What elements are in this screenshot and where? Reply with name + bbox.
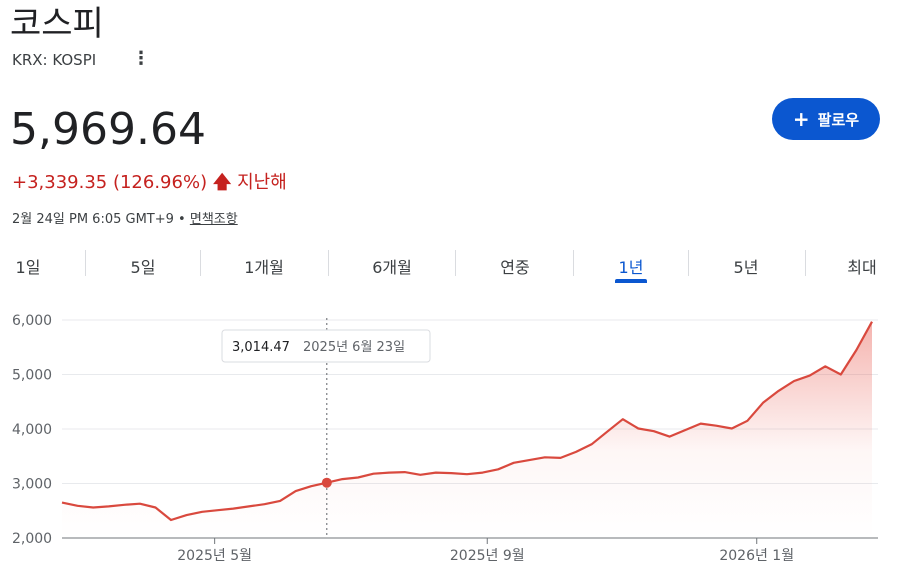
tooltip-value: 3,014.47 bbox=[232, 340, 290, 355]
tab-separator bbox=[573, 250, 574, 276]
y-tick-label: 4,000 bbox=[12, 422, 52, 438]
range-tab[interactable]: 5년 bbox=[733, 258, 759, 277]
tooltip-date: 2025년 6월 23일 bbox=[303, 340, 405, 355]
tab-separator bbox=[455, 250, 456, 276]
x-tick-label: 2025년 5월 bbox=[177, 548, 252, 564]
up-arrow: 🡅 bbox=[212, 172, 232, 193]
hover-point bbox=[321, 477, 332, 488]
timestamp: 2월 24일 PM 6:05 GMT+9 • bbox=[12, 212, 186, 227]
more-menu[interactable]: ⋮ bbox=[132, 48, 150, 69]
tab-separator bbox=[805, 250, 806, 276]
follow-label: 팔로우 bbox=[817, 110, 860, 129]
y-tick-label: 6,000 bbox=[12, 313, 52, 329]
x-tick-label: 2025년 9월 bbox=[450, 548, 525, 564]
timestamp-row: 2월 24일 PM 6:05 GMT+9 • 면책조항 bbox=[12, 208, 238, 227]
change-value: +3,339.35 (126.96%) bbox=[12, 172, 208, 193]
period: 지난해 bbox=[237, 172, 287, 193]
price: 5,969.64 bbox=[10, 104, 206, 155]
area-fill bbox=[62, 321, 872, 538]
plus-icon: + bbox=[792, 107, 810, 131]
tab-separator bbox=[200, 250, 201, 276]
range-tab[interactable]: 1일 bbox=[15, 258, 41, 277]
title: 코스피 bbox=[10, 4, 104, 44]
range-tab[interactable]: 1년 bbox=[618, 258, 644, 277]
y-tick-label: 5,000 bbox=[12, 368, 52, 384]
change: +3,339.35 (126.96%) 🡅 지난해 bbox=[12, 168, 287, 200]
range-tab[interactable]: 5일 bbox=[130, 258, 156, 277]
ticker: KRX: KOSPI bbox=[12, 51, 97, 69]
x-tick-label: 2026년 1월 bbox=[719, 548, 794, 564]
follow-button[interactable]: + 팔로우 bbox=[772, 98, 880, 140]
tooltip: 3,014.47 2025년 6월 23일 bbox=[221, 329, 431, 363]
y-tick-label: 3,000 bbox=[12, 477, 52, 493]
tab-separator bbox=[85, 250, 86, 276]
tab-underline bbox=[615, 279, 647, 283]
tab-separator bbox=[688, 250, 689, 276]
price-line bbox=[61, 321, 873, 522]
tab-separator bbox=[328, 250, 329, 276]
range-tab[interactable]: 1개월 bbox=[244, 258, 284, 277]
disclaimer-link[interactable]: 면책조항 bbox=[189, 212, 238, 227]
range-tab[interactable]: 6개월 bbox=[372, 258, 412, 277]
tooltip-box bbox=[221, 329, 431, 363]
range-tab[interactable]: 최대 bbox=[847, 258, 877, 277]
range-tab[interactable]: 연중 bbox=[500, 258, 530, 277]
y-tick-label: 2,000 bbox=[12, 531, 52, 547]
